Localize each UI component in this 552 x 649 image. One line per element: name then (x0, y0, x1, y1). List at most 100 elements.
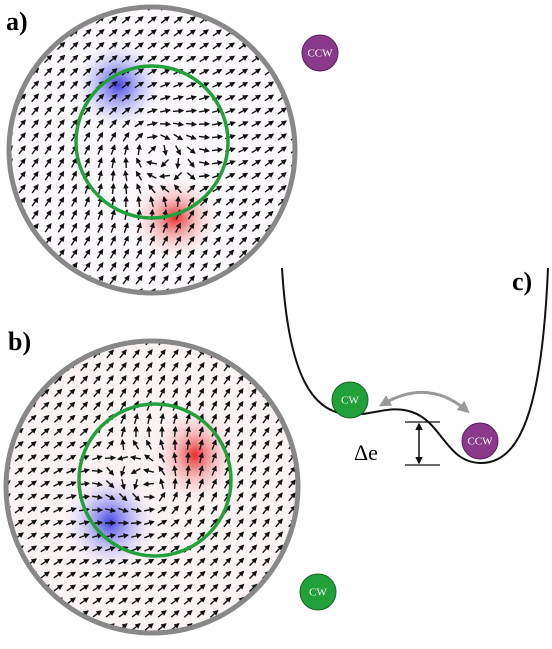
arrow (196, 557, 206, 566)
arrow (97, 183, 103, 195)
arrow (6, 480, 11, 488)
arrow (172, 387, 178, 398)
arrow (264, 120, 275, 128)
arrow (105, 610, 115, 618)
arrow (83, 131, 91, 142)
arrow (91, 481, 103, 487)
arrow (95, 67, 105, 76)
arrow (249, 388, 257, 398)
arrow (131, 546, 142, 552)
arrow (236, 557, 245, 567)
field-b (6, 341, 298, 633)
arrow (27, 506, 38, 514)
arrow (158, 452, 166, 463)
arrow (225, 42, 236, 50)
arrow (93, 414, 101, 424)
arrow (264, 133, 275, 141)
arrow (79, 427, 89, 436)
arrow (70, 80, 79, 90)
arrow (222, 570, 232, 580)
arrow (198, 439, 204, 451)
arrow (27, 519, 38, 527)
arrow (209, 596, 219, 605)
arrow (262, 453, 270, 463)
arrow (54, 375, 63, 385)
arrow (57, 196, 65, 207)
arrow (131, 571, 142, 579)
arrow (170, 558, 180, 566)
arrow (173, 55, 184, 63)
arrow (135, 275, 143, 285)
arrow (108, 81, 118, 89)
arrow (159, 108, 172, 114)
arrow (262, 505, 270, 515)
arrow (136, 235, 142, 246)
arrow (144, 520, 155, 526)
arrow (186, 55, 197, 63)
disk-outline (6, 4, 298, 296)
arrow (251, 236, 261, 245)
arrow (66, 597, 76, 605)
arrow (118, 597, 129, 605)
arrow (144, 571, 155, 579)
arrow (57, 132, 65, 142)
arrow (57, 144, 65, 155)
arrow (82, 54, 92, 63)
arrow (275, 427, 283, 437)
arrow (120, 413, 126, 424)
arrow (236, 518, 244, 528)
arrow (275, 440, 283, 450)
arrow (236, 491, 244, 502)
arrow (120, 478, 126, 490)
arrow (262, 544, 271, 554)
arrow (95, 54, 105, 63)
arrow (108, 15, 118, 24)
arrow (236, 426, 244, 437)
arrow (211, 439, 217, 450)
arrow (31, 119, 39, 129)
arrow (40, 388, 50, 398)
arrow (210, 387, 218, 398)
arrow (225, 55, 236, 63)
arrow (210, 374, 218, 385)
arrow (91, 468, 104, 474)
arrow (238, 94, 249, 102)
arrow (66, 546, 77, 552)
arrow (79, 546, 90, 552)
arrow (71, 170, 77, 181)
arrow (213, 262, 222, 272)
arrow (262, 557, 271, 567)
energy-curve (281, 267, 549, 465)
arrow (79, 533, 90, 539)
arrow (160, 185, 170, 193)
arrow (211, 465, 217, 476)
state-label: CW (309, 587, 327, 599)
arrow (70, 119, 78, 129)
arrow (251, 133, 262, 141)
arrow (105, 571, 116, 579)
arrow (199, 95, 210, 101)
arrow (27, 441, 37, 449)
arrow (197, 387, 205, 398)
arrow (44, 145, 52, 155)
arrow (157, 506, 168, 514)
arrow (172, 95, 184, 101)
arrow (183, 610, 193, 618)
arrow (129, 455, 142, 461)
arrow (92, 546, 103, 552)
arrow (225, 185, 236, 193)
arrow (53, 481, 64, 487)
arrow (27, 493, 38, 501)
arrow (213, 249, 222, 259)
arrow (44, 93, 53, 103)
arrow (70, 235, 78, 246)
arrow (184, 505, 192, 515)
arrow (161, 248, 169, 259)
arrow (183, 597, 193, 605)
arrow (158, 465, 166, 476)
arrow (198, 478, 204, 489)
arrow (122, 261, 130, 272)
arrow (118, 610, 128, 618)
arrow (209, 557, 219, 566)
arrow (183, 584, 193, 592)
